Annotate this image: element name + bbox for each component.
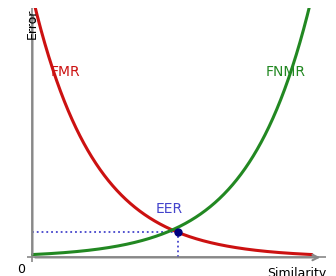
Text: EER: EER (156, 202, 182, 216)
Text: Similarity: Similarity (267, 267, 326, 276)
Text: Error: Error (26, 8, 39, 39)
Text: 0: 0 (17, 263, 26, 276)
Text: FNMR: FNMR (266, 65, 306, 79)
Text: FMR: FMR (51, 65, 80, 79)
